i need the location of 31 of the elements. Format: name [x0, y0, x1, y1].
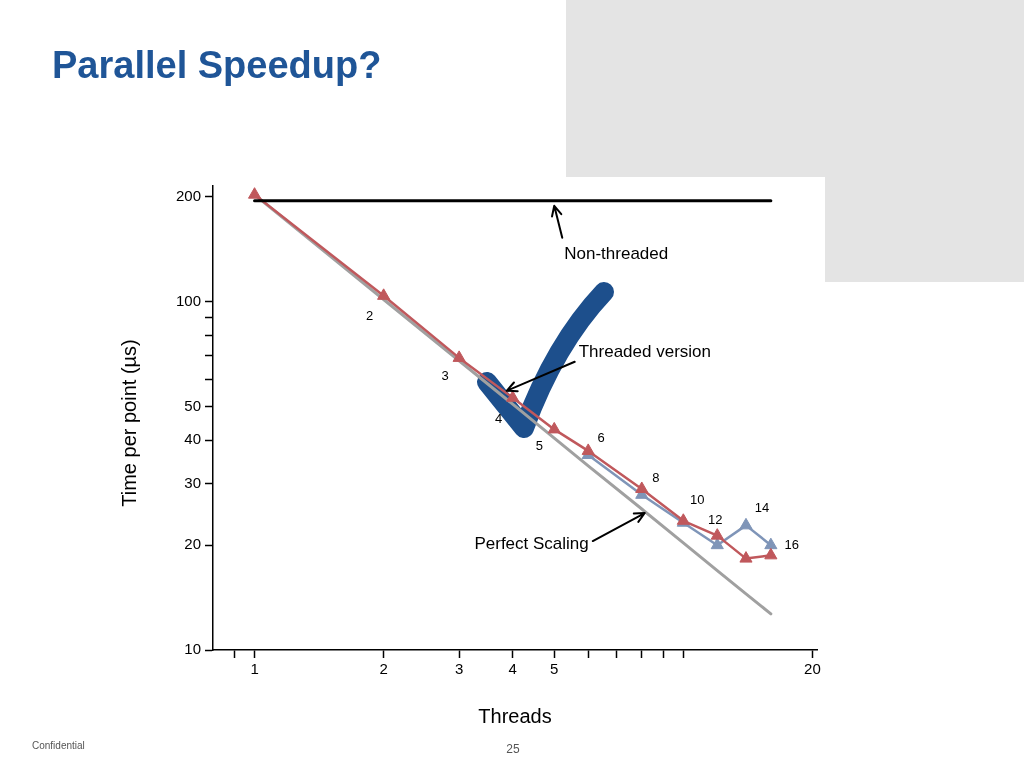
annotation: 3 [441, 368, 449, 384]
y-tick-label: 10 [184, 640, 201, 658]
y-tick-label: 20 [184, 535, 201, 553]
annotation: Threaded version [578, 342, 712, 362]
x-tick-label: 5 [550, 660, 559, 678]
text: Confidential [32, 740, 85, 751]
chart-title: Parallel Speedup? [52, 44, 382, 86]
x-tick-label: 4 [508, 660, 517, 678]
annotation: Non-threaded [564, 244, 669, 264]
x-tick-label: 20 [804, 660, 821, 678]
annotation: 6 [597, 430, 605, 446]
x-tick-label: 1 [250, 660, 259, 678]
annotation: Perfect Scaling [474, 533, 589, 553]
annotation: 16 [784, 536, 800, 552]
y-tick-label: 50 [184, 396, 201, 414]
annotation: 14 [754, 499, 770, 515]
y-tick-label: 200 [175, 187, 201, 205]
y-tick-label: 30 [184, 473, 201, 491]
annotation: 2 [366, 308, 374, 324]
annotation: 5 [535, 437, 543, 453]
y-tick-label: 100 [175, 291, 201, 309]
x-tick-label: 3 [454, 660, 464, 678]
annotation: 12 [708, 512, 723, 528]
text: 25 [506, 742, 520, 756]
annotation: 8 [652, 469, 660, 485]
annotation: 10 [690, 492, 705, 508]
x-tick-label: 2 [379, 660, 388, 678]
x-axis-title: Threads [478, 704, 552, 727]
y-axis-title: Time per point (µs) [117, 339, 140, 507]
y-tick-label: 40 [184, 430, 201, 448]
annotation: 4 [495, 411, 503, 427]
